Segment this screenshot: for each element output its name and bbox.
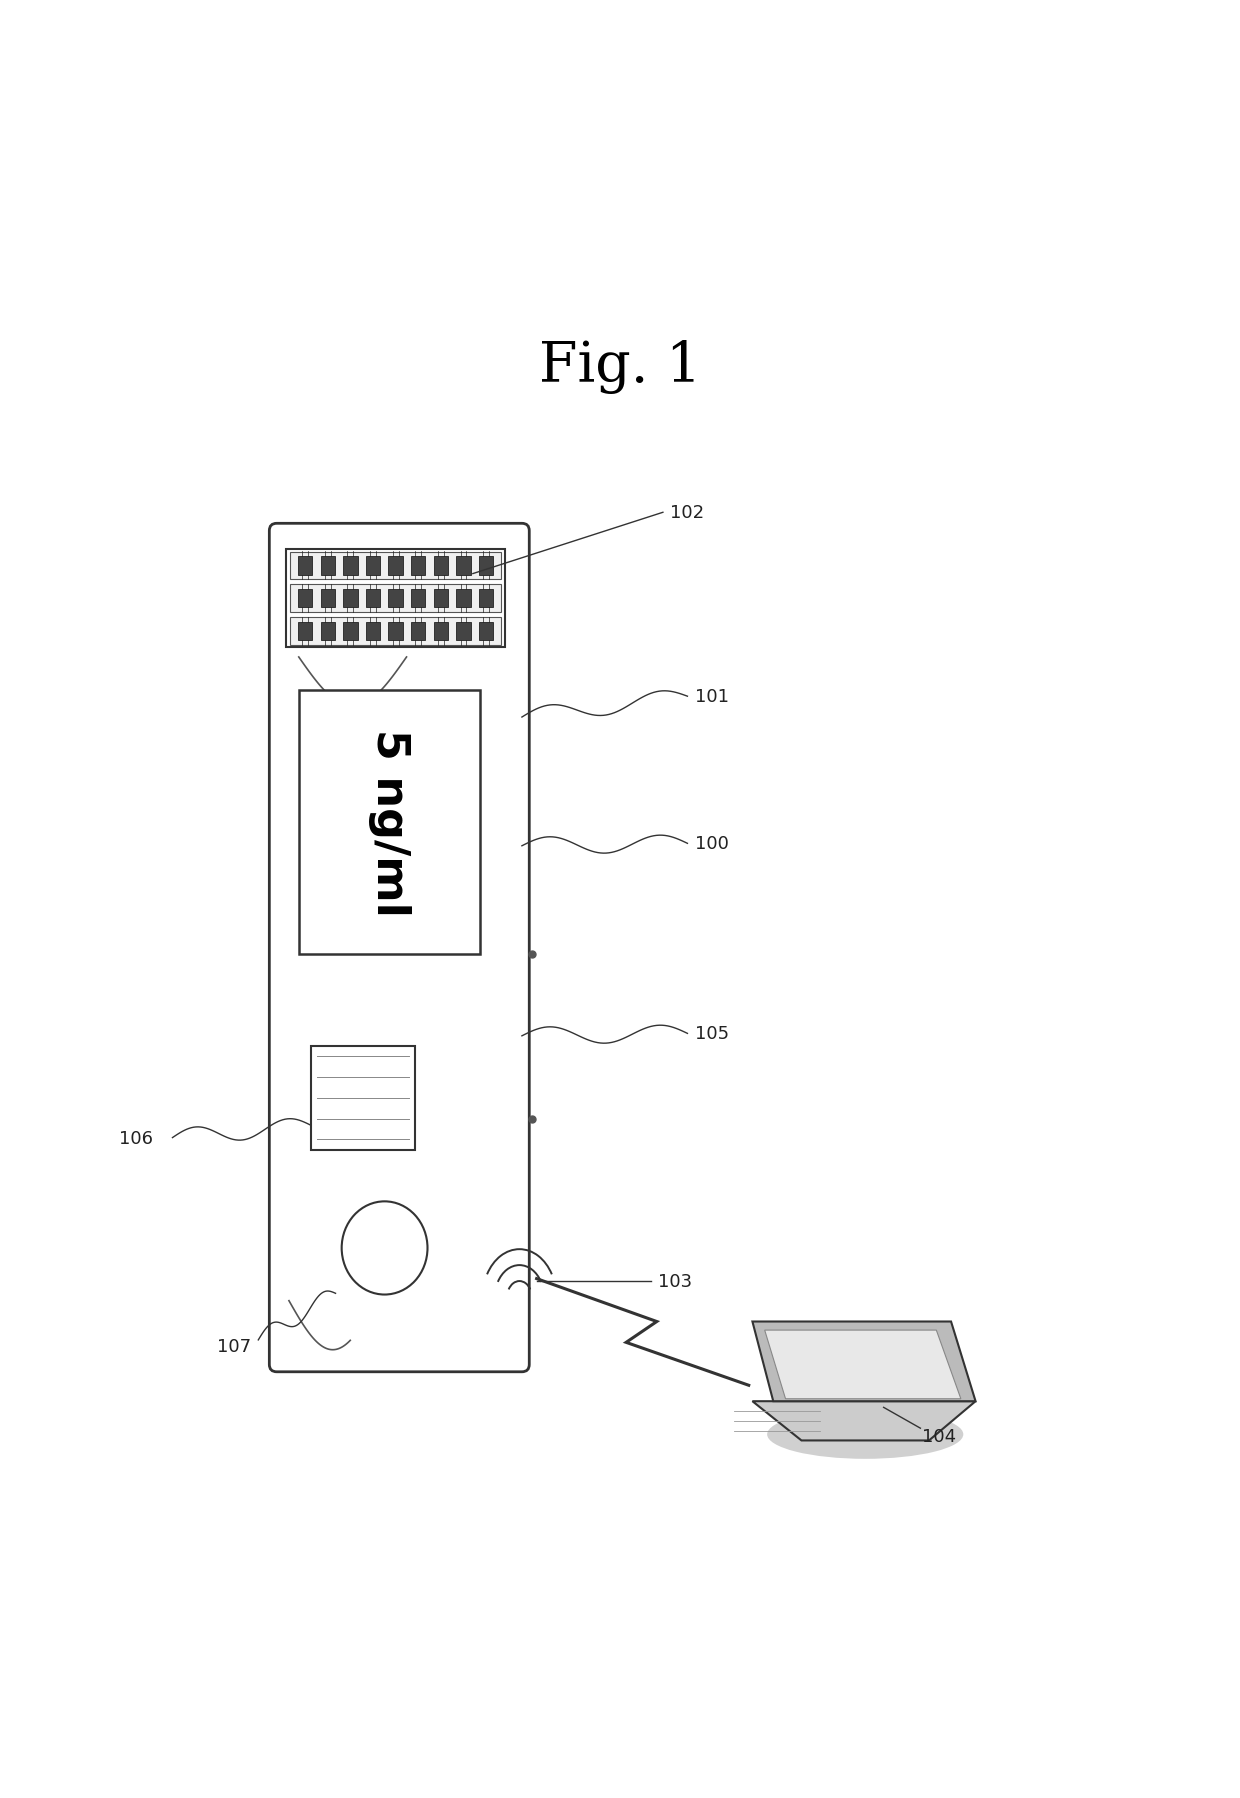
Polygon shape: [765, 1331, 961, 1399]
Text: 5 ng/ml: 5 ng/ml: [368, 728, 410, 917]
Bar: [321, 622, 335, 640]
Bar: [410, 590, 425, 608]
Bar: [456, 622, 471, 640]
Bar: [410, 622, 425, 640]
Text: 106: 106: [119, 1129, 153, 1147]
Text: 104: 104: [921, 1428, 956, 1446]
Ellipse shape: [342, 1201, 428, 1295]
Bar: [321, 557, 335, 575]
Bar: [321, 590, 335, 608]
Bar: [456, 557, 471, 575]
Text: 100: 100: [696, 834, 729, 852]
Bar: [434, 590, 448, 608]
Bar: [410, 557, 425, 575]
Bar: [290, 584, 501, 613]
Bar: [388, 622, 403, 640]
Bar: [366, 622, 381, 640]
Text: 103: 103: [658, 1273, 692, 1291]
Text: 101: 101: [694, 689, 729, 707]
Text: 107: 107: [217, 1338, 250, 1356]
Bar: [298, 622, 312, 640]
Bar: [311, 1046, 415, 1151]
Text: Fig. 1: Fig. 1: [539, 338, 701, 394]
Bar: [290, 552, 501, 581]
Bar: [479, 557, 494, 575]
Bar: [290, 617, 501, 645]
Bar: [479, 622, 494, 640]
Polygon shape: [753, 1401, 976, 1440]
Bar: [298, 590, 312, 608]
Bar: [343, 557, 357, 575]
Bar: [343, 590, 357, 608]
Bar: [456, 590, 471, 608]
Bar: [286, 550, 505, 647]
Bar: [388, 590, 403, 608]
Bar: [434, 557, 448, 575]
Text: 105: 105: [694, 1025, 729, 1043]
Ellipse shape: [768, 1410, 963, 1458]
Bar: [479, 590, 494, 608]
Bar: [298, 557, 312, 575]
Bar: [343, 622, 357, 640]
Bar: [388, 557, 403, 575]
Text: 102: 102: [671, 503, 704, 521]
Bar: [366, 590, 381, 608]
Polygon shape: [753, 1322, 976, 1401]
Bar: [299, 690, 480, 955]
Bar: [434, 622, 448, 640]
Bar: [366, 557, 381, 575]
FancyBboxPatch shape: [269, 523, 529, 1372]
